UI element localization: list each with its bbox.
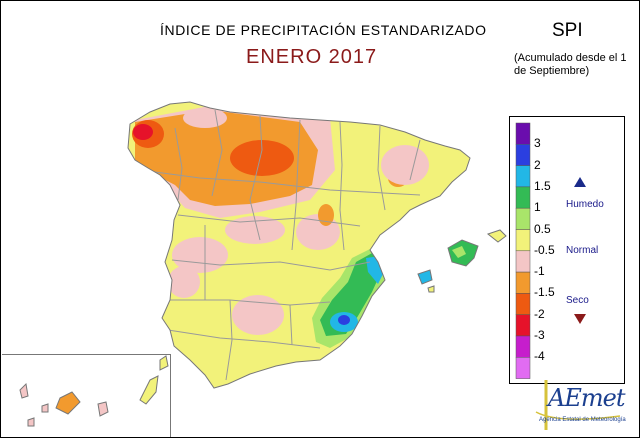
dry-pink-extremadura [168, 266, 200, 298]
ibiza [417, 269, 433, 285]
legend-tick-label: -4 [534, 349, 545, 364]
legend-tick-label: 0.5 [534, 221, 551, 236]
legend-band [515, 335, 531, 358]
lanzarote [159, 355, 169, 371]
legend-wet-label: Humedo [566, 199, 604, 210]
legend-tick-label: 2 [534, 157, 541, 172]
wet-arrow-icon [574, 177, 586, 187]
legend-band [515, 207, 531, 230]
legend-tick-label: 1.5 [534, 178, 551, 193]
balearic-islands [417, 229, 507, 293]
dry-pink-south [232, 295, 284, 335]
legend-band [515, 186, 531, 209]
el-hierro [27, 417, 35, 427]
la-palma [19, 382, 29, 399]
legend: 3 2 1.5 1 0.5 -0.5 -1 -1.5 -2 -3 -4 Humedo Normal … [509, 116, 625, 384]
legend-tick-label: -0.5 [534, 242, 555, 257]
province-borders [139, 109, 421, 381]
legend-tick-label: 3 [534, 136, 541, 151]
legend-band [515, 314, 531, 337]
tenerife [55, 391, 81, 415]
map-subtitle: ENERO 2017 [246, 46, 378, 68]
legend-band [515, 357, 531, 379]
gran-canaria [97, 401, 109, 417]
formentera [427, 285, 435, 293]
legend-normal-label: Normal [566, 245, 599, 256]
logo-wordmark: AEmet [548, 384, 625, 412]
dry-pink-centre [225, 216, 285, 244]
dry-pink-east [296, 214, 340, 250]
dry-red-orange-north [230, 140, 294, 176]
mallorca-light-green [452, 246, 466, 258]
very-wet-murcia [338, 315, 350, 325]
legend-tick-label: -1.5 [534, 285, 555, 300]
la-gomera [41, 403, 49, 413]
legend-band [515, 144, 531, 166]
index-name: SPI [552, 20, 583, 41]
dry-arrow-icon [574, 314, 586, 324]
accumulation-note: (Acumulado desde el 1 de Septiembre) [514, 52, 627, 77]
legend-band [515, 122, 531, 145]
dry-pink-catalonia [381, 145, 429, 185]
map-title: ÍNDICE DE PRECIPITACIÓN ESTANDARIZADO [160, 22, 487, 38]
very-dry-galicia [133, 124, 153, 140]
legend-tick-label: -2 [534, 306, 545, 321]
legend-colorbar [515, 122, 586, 379]
menorca [486, 229, 507, 243]
dry-pink-asturias [183, 108, 227, 128]
legend-tick-label: -3 [534, 328, 545, 342]
legend-band [515, 165, 531, 188]
legend-band [515, 271, 531, 294]
legend-band [515, 293, 531, 315]
canary-inset-frame [2, 354, 171, 437]
legend-band [515, 250, 531, 273]
logo-caption: Agencia Estatal de Meteorología [539, 417, 626, 423]
aemet-logo [535, 380, 621, 430]
peninsula-coast [127, 101, 471, 389]
legend-tick-label: 1 [534, 200, 541, 215]
canary-islands [19, 355, 169, 427]
legend-tick-label: -1 [534, 264, 545, 279]
legend-band [515, 229, 531, 252]
fuerteventura [139, 375, 159, 405]
legend-dry-label: Seco [566, 295, 589, 306]
